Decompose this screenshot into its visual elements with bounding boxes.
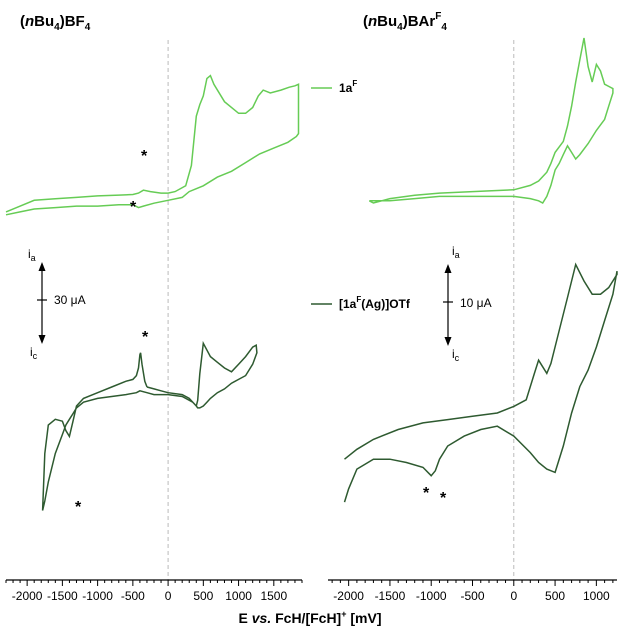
- right-x-tick-label: -500: [460, 589, 484, 603]
- legend-1aF-label: 1aF: [339, 79, 357, 95]
- legend-1aF-Ag-OTf-label: [1aF(Ag)]OTf: [339, 295, 411, 311]
- left-scale-cathodic-label: ic: [30, 345, 38, 361]
- right-panel-title: (nBu4)BArF4: [363, 11, 447, 33]
- right-scale-cathodic-label: ic: [452, 347, 460, 363]
- right-x-tick-label: 500: [545, 589, 565, 603]
- left-top-anodic-star: *: [141, 148, 148, 165]
- left-x-tick-label: 500: [193, 589, 213, 603]
- left-scale-value: 30 μA: [54, 293, 86, 307]
- left-bottom-anodic-star: *: [142, 329, 149, 346]
- right-scale-value: 10 μA: [460, 296, 492, 310]
- x-axis-title: E vs. FcH/[FcH]+ [mV]: [239, 609, 382, 626]
- right-trace-1aF-Ag-OTf: [343, 262, 618, 503]
- left-panel-title: (nBu4)BF4: [20, 13, 91, 33]
- left-bottom-cathodic-star: *: [75, 499, 82, 516]
- arrow-up-icon: [38, 262, 46, 271]
- right-scale-anodic-label: ia: [452, 244, 460, 260]
- arrow-down-icon: [444, 337, 452, 346]
- right-scale-bar: ia 10 μA ic: [443, 244, 492, 363]
- right-x-tick-label: 1000: [583, 589, 610, 603]
- left-scale-anodic-label: ia: [28, 247, 36, 263]
- left-x-tick-label: 1000: [225, 589, 252, 603]
- left-x-tick-label: -1000: [82, 589, 113, 603]
- right-x-tick-label: -1000: [416, 589, 447, 603]
- left-x-tick-label: -1500: [47, 589, 78, 603]
- left-x-ticks: -2000 -1500 -1000 -500 0 500 1000 1500: [5, 580, 303, 603]
- legend: 1aF [1aF(Ag)]OTf: [311, 79, 411, 311]
- left-x-tick-label: -2000: [12, 589, 43, 603]
- right-x-tick-label: -1500: [375, 589, 406, 603]
- left-x-tick-label: 1500: [260, 589, 287, 603]
- right-bottom-star-2: *: [440, 490, 447, 507]
- left-trace-1aF-Ag-OTf: [41, 340, 258, 511]
- arrow-down-icon: [38, 335, 46, 344]
- right-x-tick-label: 0: [510, 589, 517, 603]
- left-x-tick-label: 0: [165, 589, 172, 603]
- right-trace-1aF: [368, 37, 614, 204]
- right-bottom-star-1: *: [423, 485, 430, 502]
- left-trace-1aF: [5, 74, 300, 216]
- left-x-tick-label: -500: [121, 589, 145, 603]
- right-x-ticks: -2000 -1500 -1000 -500 0 500 1000: [331, 580, 614, 603]
- right-x-tick-label: -2000: [333, 589, 364, 603]
- left-scale-bar: ia 30 μA ic: [28, 247, 86, 361]
- arrow-up-icon: [444, 264, 452, 273]
- left-top-cathodic-star: *: [130, 199, 137, 216]
